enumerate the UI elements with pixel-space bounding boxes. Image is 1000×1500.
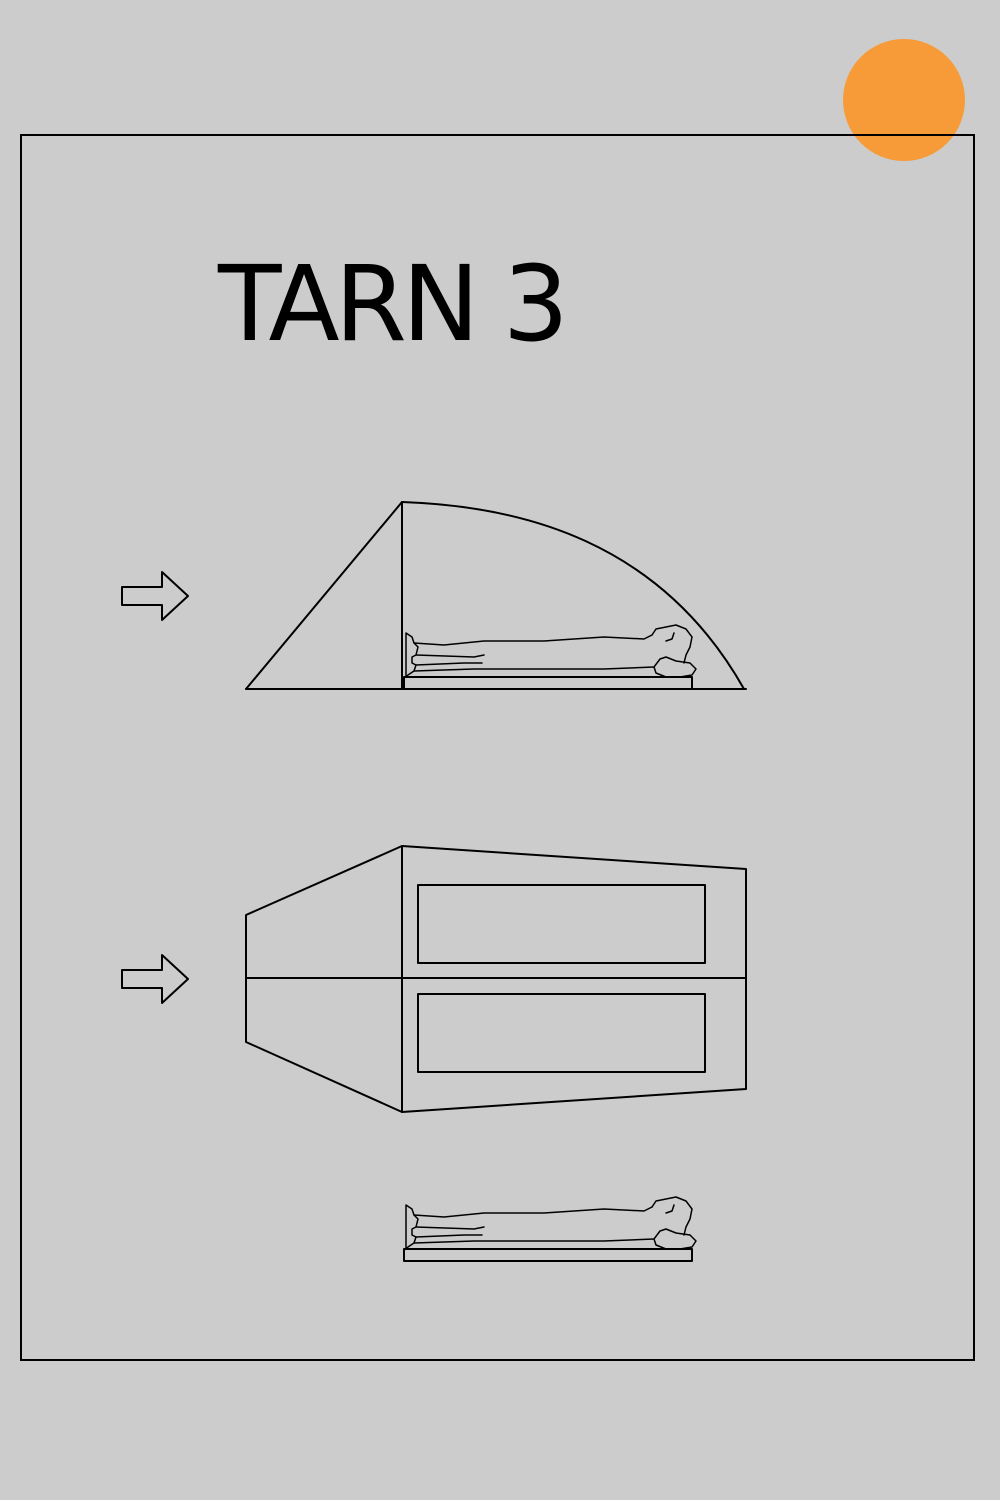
sleeping-pad-upper <box>417 884 706 964</box>
sleeper-scale-reference <box>403 1196 697 1262</box>
tent-side-view <box>245 501 747 690</box>
side-entry-arrow-icon <box>121 571 189 621</box>
top-entry-arrow-icon <box>121 954 189 1004</box>
sleeping-pad-lower <box>417 993 706 1073</box>
product-title: TARN 3 <box>218 243 569 365</box>
sleeper-side-view <box>403 624 697 690</box>
accent-dot <box>843 39 965 161</box>
tent-floor-plan <box>245 845 747 1113</box>
diagram-frame <box>20 134 975 1361</box>
